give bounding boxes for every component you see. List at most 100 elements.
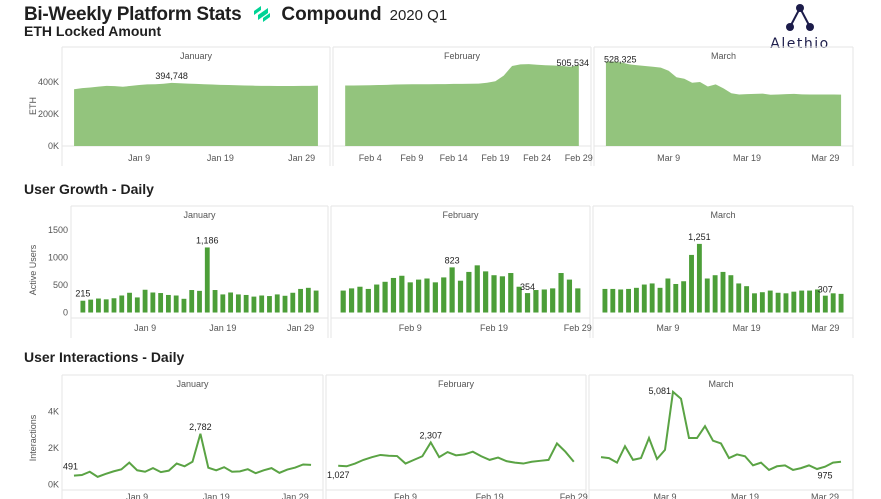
- y-axis-title: ETH: [28, 97, 38, 115]
- bar: [474, 265, 480, 313]
- bar: [158, 293, 164, 313]
- user-interactions-title: User Interactions - Daily: [24, 349, 185, 365]
- bar: [441, 277, 447, 313]
- bar: [704, 278, 710, 313]
- bar: [508, 273, 514, 313]
- panel-header-january: January: [180, 51, 213, 61]
- page-title: Bi-Weekly Platform Stats: [24, 4, 242, 25]
- bar: [815, 289, 820, 313]
- bar: [610, 288, 616, 313]
- bar: [432, 282, 438, 313]
- data-label: 1,251: [688, 232, 711, 242]
- bar: [681, 281, 687, 313]
- x-tick-label: Feb 19: [480, 323, 508, 333]
- bar: [111, 298, 117, 313]
- panel-header-february: February: [444, 51, 481, 61]
- bar: [220, 294, 226, 313]
- bar: [399, 275, 405, 313]
- bar: [689, 254, 694, 313]
- bar: [165, 294, 171, 313]
- bar: [228, 292, 234, 313]
- bar: [80, 300, 86, 313]
- data-label: 394,748: [155, 71, 188, 81]
- brand-name: Compound: [281, 4, 382, 25]
- bar: [96, 298, 101, 313]
- bar: [274, 294, 280, 313]
- panel-header-march: March: [711, 51, 736, 61]
- line-series-january: [73, 433, 312, 478]
- bar: [424, 278, 430, 313]
- panel-header-february: February: [442, 210, 479, 220]
- bar: [407, 282, 413, 313]
- x-tick-label: Mar 19: [731, 492, 759, 499]
- x-tick-label: Feb 9: [400, 153, 423, 163]
- bar: [499, 276, 505, 313]
- x-tick-label: Jan 29: [288, 153, 315, 163]
- bar: [282, 295, 288, 313]
- bar: [204, 247, 210, 313]
- x-tick-label: Jan 19: [207, 153, 234, 163]
- data-label: 505,534: [556, 58, 589, 68]
- panel-header-march: March: [708, 379, 733, 389]
- bar: [541, 289, 547, 313]
- x-tick-label: Jan 29: [287, 323, 314, 333]
- x-tick-label: Mar 19: [733, 323, 761, 333]
- y-tick-label: 400K: [38, 77, 59, 87]
- alethio-network-icon: [786, 4, 814, 31]
- bar: [533, 290, 539, 313]
- bar: [103, 299, 109, 313]
- y-axis-title: Active Users: [28, 244, 38, 295]
- y-axis-title: Interactions: [28, 414, 38, 461]
- bar: [783, 293, 789, 313]
- x-tick-label: Mar 29: [811, 153, 839, 163]
- bar: [173, 295, 179, 313]
- data-label: 528,325: [604, 54, 637, 64]
- data-label: 354: [520, 282, 535, 292]
- bar: [290, 292, 296, 313]
- data-label: 1,186: [196, 235, 219, 245]
- bar: [752, 293, 757, 313]
- bar: [142, 289, 148, 313]
- compound-logo-icon: [254, 6, 271, 22]
- panel-header-january: January: [183, 210, 216, 220]
- bar: [267, 296, 272, 313]
- data-label: 307: [818, 285, 833, 295]
- area-series-february: [345, 64, 579, 146]
- y-tick-label: 500: [53, 280, 68, 290]
- x-tick-label: Feb 14: [440, 153, 468, 163]
- page-header: Bi-Weekly Platform Stats Compound 2020 Q…: [24, 0, 447, 25]
- x-tick-label: Jan 9: [134, 323, 156, 333]
- bar: [127, 292, 132, 313]
- bar: [340, 290, 346, 313]
- bar: [673, 283, 679, 313]
- x-tick-label: Mar 29: [811, 323, 839, 333]
- line-series-march: [600, 389, 842, 472]
- bar: [657, 287, 663, 313]
- bar: [558, 273, 564, 313]
- bar: [181, 298, 187, 313]
- data-label: 2,307: [419, 430, 442, 440]
- bar: [641, 284, 647, 313]
- y-tick-label: 200K: [38, 109, 59, 119]
- bar: [767, 290, 773, 313]
- x-tick-label: Mar 9: [653, 492, 676, 499]
- y-tick-label: 4K: [48, 407, 59, 417]
- bar: [466, 271, 472, 313]
- bar: [374, 284, 380, 313]
- bar: [728, 275, 734, 313]
- y-tick-label: 1000: [48, 253, 68, 263]
- panel-header-march: March: [710, 210, 735, 220]
- x-tick-label: Feb 9: [399, 323, 422, 333]
- line-series-february: [338, 440, 575, 468]
- bar: [212, 290, 218, 313]
- bar: [189, 290, 195, 313]
- panel-header-january: January: [176, 379, 209, 389]
- x-tick-label: Feb 24: [523, 153, 551, 163]
- bar: [259, 295, 265, 313]
- panel-header-february: February: [438, 379, 475, 389]
- bar: [633, 287, 639, 313]
- bar: [791, 291, 797, 313]
- x-tick-label: Jan 19: [203, 492, 230, 499]
- bar: [838, 293, 844, 313]
- bar: [649, 283, 655, 313]
